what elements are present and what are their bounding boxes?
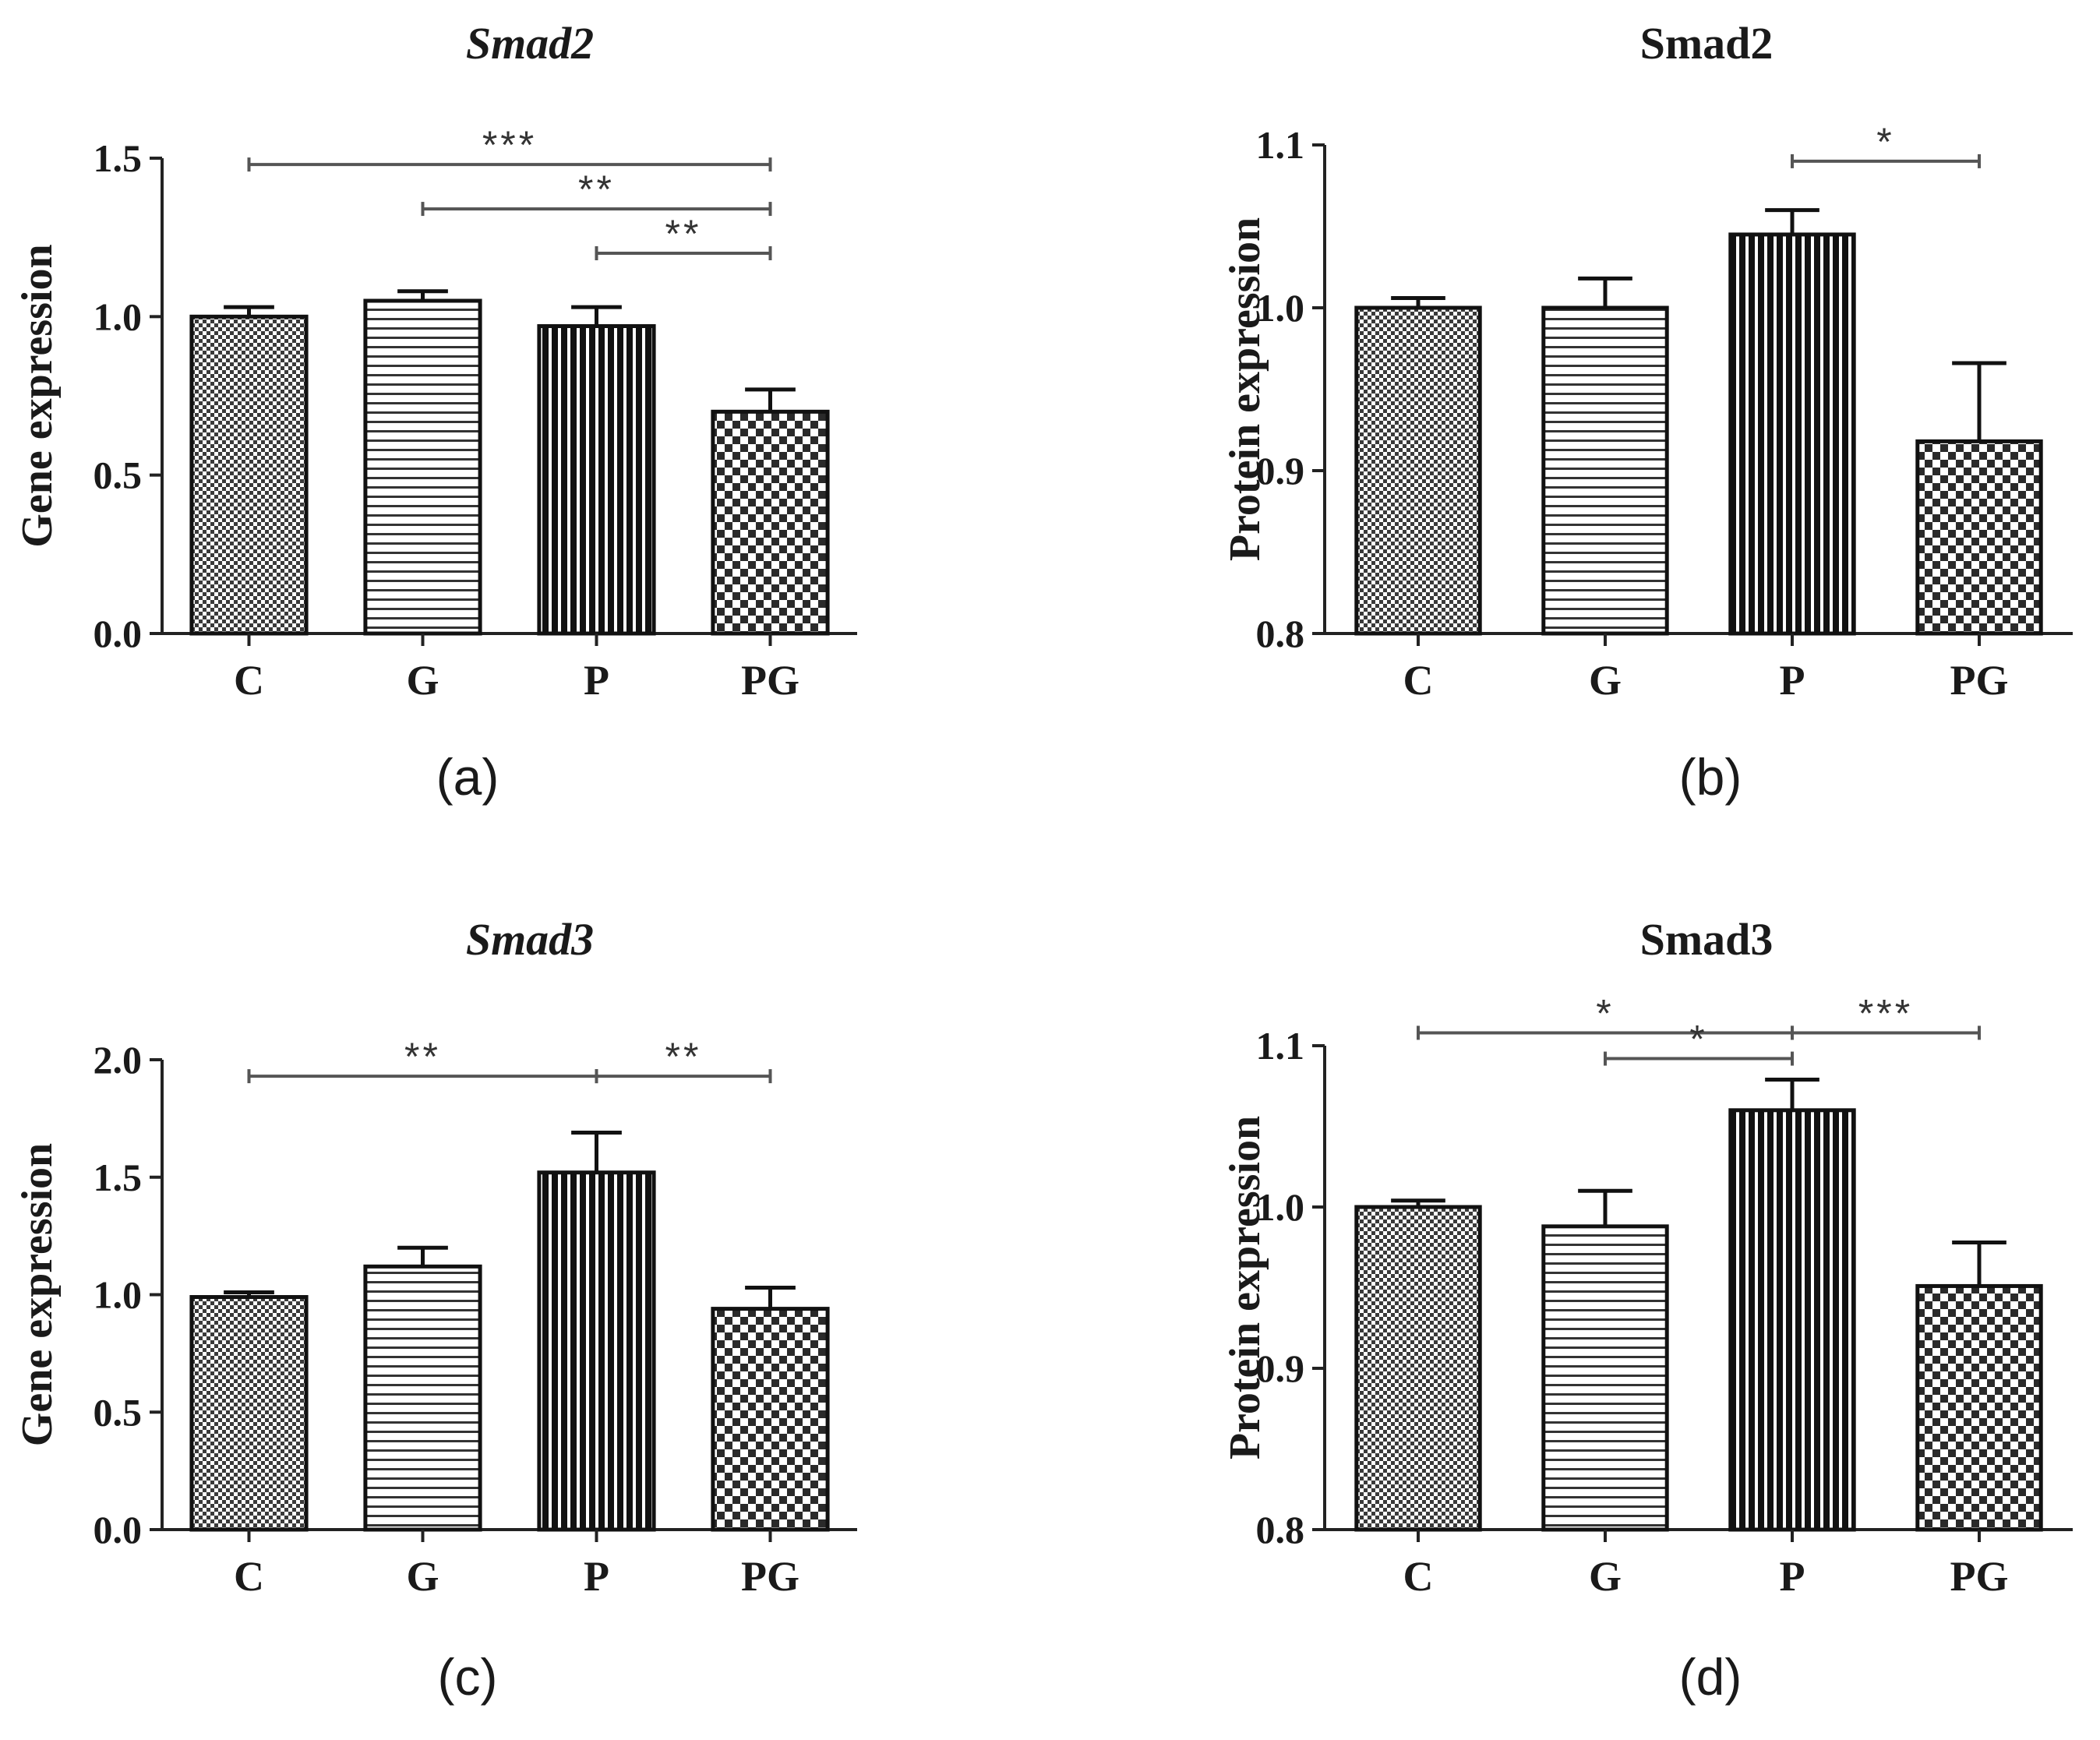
- panel-label: (d): [1679, 1648, 1742, 1706]
- significance-label: **: [578, 168, 615, 211]
- y-tick-label: 1.0: [1256, 1185, 1305, 1229]
- bar-c: [189, 314, 309, 636]
- x-tick-label: P: [1780, 1553, 1805, 1600]
- bar-p: [1728, 232, 1856, 636]
- y-axis-label: Gene expression: [13, 244, 62, 547]
- y-tick-label: 0.5: [94, 454, 143, 497]
- significance-label: *: [1596, 991, 1614, 1035]
- x-tick-label: P: [584, 1553, 609, 1600]
- panel-label: (c): [438, 1648, 498, 1706]
- x-tick-label: PG: [741, 1553, 799, 1600]
- bar-p: [537, 1170, 656, 1532]
- x-tick-label: P: [584, 657, 609, 704]
- x-tick-label: G: [1589, 1553, 1622, 1600]
- x-tick-label: PG: [741, 657, 799, 704]
- bar-pg: [711, 1307, 830, 1532]
- significance-label: **: [665, 1035, 702, 1078]
- x-tick-label: G: [406, 657, 439, 704]
- y-tick-label: 0.9: [1256, 1346, 1305, 1390]
- bar-p: [1728, 1108, 1856, 1532]
- chart-title: Smad2: [466, 18, 594, 69]
- x-tick-label: C: [234, 1553, 264, 1600]
- x-tick-label: G: [1589, 657, 1622, 704]
- chart-title: Smad2: [1640, 18, 1774, 69]
- chart-panel-4: Smad3 Protein expression 0.8 0.9 1.0 1.1 C G P PG…: [1221, 914, 2073, 1706]
- y-tick-label: 1.1: [1256, 1024, 1305, 1068]
- significance-label: *: [1876, 120, 1894, 164]
- x-tick-label: PG: [1950, 657, 2009, 704]
- y-axis-label: Protein expression: [1221, 217, 1269, 561]
- bar-c: [1354, 305, 1482, 636]
- bar-g: [363, 298, 482, 636]
- y-tick-label: 0.8: [1256, 612, 1305, 655]
- y-tick-label: 0.0: [94, 1508, 143, 1551]
- bar-p: [537, 324, 656, 636]
- significance-label: *: [1689, 1018, 1707, 1061]
- y-tick-label: 1.0: [94, 295, 143, 338]
- y-tick-label: 0.9: [1256, 449, 1305, 492]
- chart-title: Smad3: [466, 914, 594, 965]
- chart-panel-2: Smad2 Protein expression 0.8 0.9 1.0 1.1 C G P PG…: [1221, 18, 2073, 806]
- significance-label: **: [665, 212, 702, 256]
- x-tick-label: C: [234, 657, 264, 704]
- y-axis-label: Gene expression: [13, 1143, 62, 1446]
- y-tick-label: 0.8: [1256, 1508, 1305, 1551]
- y-tick-label: 1.5: [94, 1156, 143, 1199]
- significance-label: ***: [482, 123, 537, 167]
- x-tick-label: G: [406, 1553, 439, 1600]
- y-tick-label: 0.5: [94, 1390, 143, 1434]
- y-tick-label: 1.5: [94, 136, 143, 180]
- y-tick-label: 1.0: [94, 1273, 143, 1317]
- panel-label: (a): [436, 748, 499, 806]
- y-tick-label: 2.0: [94, 1038, 143, 1082]
- y-tick-label: 1.0: [1256, 286, 1305, 330]
- bar-c: [1354, 1205, 1482, 1532]
- bar-g: [1541, 305, 1669, 636]
- x-tick-label: C: [1403, 657, 1434, 704]
- x-tick-label: PG: [1950, 1553, 2009, 1600]
- bar-pg: [1915, 1283, 2043, 1532]
- significance-label: **: [404, 1035, 441, 1078]
- y-axis-label: Protein expression: [1221, 1116, 1269, 1459]
- bar-pg: [1915, 439, 2043, 636]
- y-tick-label: 1.1: [1256, 123, 1305, 167]
- bar-pg: [711, 409, 830, 636]
- bar-g: [363, 1264, 482, 1532]
- y-tick-label: 0.0: [94, 612, 143, 655]
- chart-title: Smad3: [1640, 914, 1774, 965]
- bar-c: [189, 1295, 309, 1532]
- x-tick-label: P: [1780, 657, 1805, 704]
- bar-g: [1541, 1224, 1669, 1532]
- chart-panel-3: Smad3 Gene expression 0.0 0.5 1.0 1.5 2.0 C G P PG…: [13, 914, 857, 1706]
- panel-label: (b): [1679, 748, 1742, 806]
- x-tick-label: C: [1403, 1553, 1434, 1600]
- significance-label: ***: [1858, 991, 1913, 1035]
